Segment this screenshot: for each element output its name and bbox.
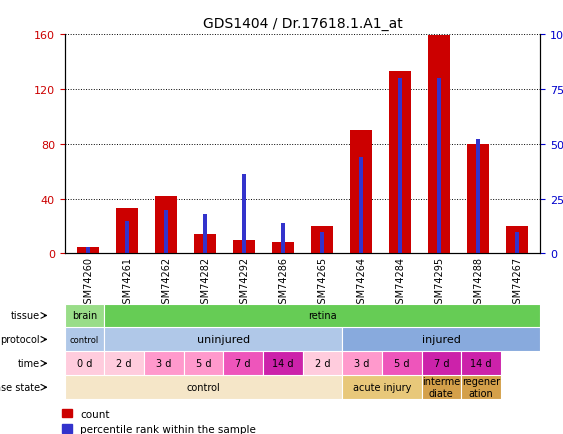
Bar	[65, 352, 104, 375]
Bar	[342, 352, 382, 375]
Text: 5 d: 5 d	[394, 358, 409, 368]
Bar	[461, 352, 501, 375]
Bar	[428, 36, 450, 254]
Bar	[437, 79, 441, 254]
Bar	[506, 227, 528, 254]
Text: 14 d: 14 d	[272, 358, 293, 368]
Text: 0 d: 0 d	[77, 358, 92, 368]
Text: injured: injured	[422, 335, 461, 345]
Bar	[342, 328, 540, 352]
Text: control: control	[70, 335, 99, 344]
Text: 7 d: 7 d	[434, 358, 449, 368]
Text: 7 d: 7 d	[235, 358, 251, 368]
Bar	[104, 352, 144, 375]
Bar	[398, 79, 403, 254]
Text: GSM74295: GSM74295	[434, 256, 444, 309]
Bar	[203, 214, 208, 254]
Text: GSM74261: GSM74261	[122, 256, 132, 309]
Text: GSM74284: GSM74284	[395, 256, 405, 309]
Text: GSM74282: GSM74282	[200, 256, 210, 309]
Bar	[263, 352, 303, 375]
Bar	[144, 352, 184, 375]
Text: GSM74288: GSM74288	[473, 256, 483, 309]
Bar	[78, 247, 99, 254]
Text: time: time	[18, 358, 40, 368]
Text: 3 d: 3 d	[156, 358, 172, 368]
Text: 2 d: 2 d	[117, 358, 132, 368]
Bar	[224, 352, 263, 375]
Bar	[104, 328, 342, 352]
Bar	[476, 140, 480, 254]
Bar	[461, 375, 501, 399]
Bar	[155, 196, 177, 254]
Bar	[281, 223, 285, 254]
Title: GDS1404 / Dr.17618.1.A1_at: GDS1404 / Dr.17618.1.A1_at	[203, 17, 403, 31]
Bar	[242, 175, 247, 254]
Bar	[117, 209, 138, 254]
Text: regener
ation: regener ation	[462, 377, 500, 398]
Text: uninjured: uninjured	[196, 335, 250, 345]
Bar	[515, 232, 520, 254]
Bar	[125, 221, 129, 254]
Text: protocol: protocol	[1, 335, 40, 345]
Text: tissue: tissue	[11, 311, 40, 321]
Bar	[65, 328, 104, 352]
Text: GSM74267: GSM74267	[512, 256, 522, 309]
Text: GSM74262: GSM74262	[161, 256, 171, 309]
Text: GSM74260: GSM74260	[83, 256, 93, 309]
Bar	[350, 131, 372, 254]
Text: disease state: disease state	[0, 382, 40, 392]
Legend: count, percentile rank within the sample: count, percentile rank within the sample	[61, 409, 256, 434]
Bar	[467, 144, 489, 254]
Text: 14 d: 14 d	[470, 358, 491, 368]
Bar	[422, 352, 461, 375]
Text: retina: retina	[308, 311, 337, 321]
Bar	[422, 375, 461, 399]
Text: 3 d: 3 d	[354, 358, 370, 368]
Text: acute injury: acute injury	[352, 382, 411, 392]
Text: 2 d: 2 d	[315, 358, 330, 368]
Bar	[359, 158, 364, 254]
Text: GSM74286: GSM74286	[278, 256, 288, 309]
Bar	[65, 375, 342, 399]
Bar	[86, 247, 91, 254]
Bar	[65, 304, 104, 328]
Bar	[390, 72, 411, 254]
Text: GSM74264: GSM74264	[356, 256, 366, 309]
Text: GSM74265: GSM74265	[317, 256, 327, 309]
Bar	[164, 210, 168, 254]
Bar	[194, 235, 216, 254]
Bar	[303, 352, 342, 375]
Text: 5 d: 5 d	[196, 358, 211, 368]
Bar	[382, 352, 422, 375]
Text: brain: brain	[72, 311, 97, 321]
Bar	[184, 352, 224, 375]
Bar	[320, 232, 324, 254]
Bar	[311, 227, 333, 254]
Bar	[272, 243, 294, 254]
Bar	[234, 240, 255, 254]
Text: interme
diate: interme diate	[422, 377, 461, 398]
Bar	[342, 375, 422, 399]
Text: GSM74292: GSM74292	[239, 256, 249, 309]
Text: control: control	[186, 382, 220, 392]
